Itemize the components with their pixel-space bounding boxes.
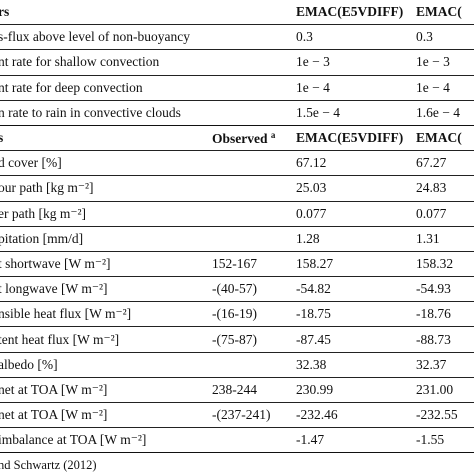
results-header-cell: EMAC( [408,124,474,151]
table-cell [204,351,288,378]
table-row: nt rate for shallow convection 1e − 3 1e… [0,49,474,76]
table-cell: n rate to rain in convective clouds [0,99,204,126]
table-cell: 25.03 [288,175,408,201]
table-cell: -54.82 [288,276,408,302]
table-cell: 0.3 [288,24,408,50]
table-cell: t shortwave [W m⁻²] [0,250,204,277]
table-cell: -232.55 [408,401,474,428]
table-cell: 1.6e − 4 [408,99,474,126]
data-table: rs EMAC(E5VDIFF) EMAC( s-flux above leve… [0,0,474,454]
table-row: t shortwave [W m⁻²] 152-167 158.27 158.3… [0,250,474,277]
table-cell: 230.99 [288,376,408,403]
table-cell [204,427,288,454]
footnote-marker: a [270,129,276,140]
table-cell: nt rate for shallow convection [0,49,204,76]
table-cell [204,150,288,176]
table-cell: 0.077 [408,200,474,227]
table-cell: 231.00 [408,376,474,403]
table-cell: 32.37 [408,351,474,378]
table-row: albedo [%] 32.38 32.37 [0,351,474,378]
table-row: our path [kg m⁻²] 25.03 24.83 [0,175,474,201]
params-header-cell: rs [0,4,10,20]
table-cell: pitation [mm/d] [0,225,204,252]
table-cell: s-flux above level of non-buoyancy [0,24,204,50]
table-row: pitation [mm/d] 1.28 1.31 [0,225,474,252]
table-cell: tent heat flux [W m⁻²] [0,326,204,353]
table-cell: -232.46 [288,401,408,428]
results-header-observed: Observed a [204,124,288,151]
params-header-cell: EMAC( [416,4,462,20]
table-row: n rate to rain in convective clouds 1.5e… [0,99,474,126]
footnote: nd Schwartz (2012) [0,458,97,472]
table-cell: imbalance at TOA [W m⁻²] [0,427,204,454]
table-row: t longwave [W m⁻²] -(40-57) -54.82 -54.9… [0,276,474,302]
table-cell: 1.28 [288,225,408,252]
table-cell [204,175,288,201]
table-cell: -(237-241) [204,401,288,428]
table-cell [204,74,288,101]
table-row: s-flux above level of non-buoyancy 0.3 0… [0,24,474,50]
params-header-cell [204,0,288,25]
table-cell [204,99,288,126]
table-cell: albedo [%] [0,351,204,378]
table-row: nsible heat flux [W m⁻²] -(16-19) -18.75… [0,301,474,327]
table-row: net at TOA [W m⁻²] 238-244 230.99 231.00 [0,376,474,403]
table-cell: -1.55 [408,427,474,454]
table-row: nt rate for deep convection 1e − 4 1e − … [0,74,474,101]
table-row: d cover [%] 67.12 67.27 [0,150,474,176]
table-cell: -(75-87) [204,326,288,353]
table-row: net at TOA [W m⁻²] -(237-241) -232.46 -2… [0,401,474,428]
table-cell: 0.077 [288,200,408,227]
table-cell: 24.83 [408,175,474,201]
table-cell: er path [kg m⁻²] [0,200,204,227]
observed-label: Observed [212,130,268,146]
table-cell: nsible heat flux [W m⁻²] [0,301,204,327]
table-cell: net at TOA [W m⁻²] [0,401,204,428]
table-cell: 1e − 4 [288,74,408,101]
table-cell: 1.31 [408,225,474,252]
table-cell [204,225,288,252]
table-cell: -(16-19) [204,301,288,327]
table-cell: 0.3 [408,24,474,50]
table-cell: 1e − 4 [408,74,474,101]
params-header-row: rs EMAC(E5VDIFF) EMAC( [0,0,474,25]
table-cell: -18.76 [408,301,474,327]
table-cell: 152-167 [204,250,288,277]
table-row: tent heat flux [W m⁻²] -(75-87) -87.45 -… [0,326,474,353]
table-cell: -88.73 [408,326,474,353]
table-cell: -87.45 [288,326,408,353]
table-cell: t longwave [W m⁻²] [0,276,204,302]
table-cell: 67.12 [288,150,408,176]
params-header-cell: EMAC(E5VDIFF) [296,4,404,20]
table-cell: nt rate for deep convection [0,74,204,101]
results-header-cell: s [0,124,204,151]
table-cell: 1.5e − 4 [288,99,408,126]
table-cell: -18.75 [288,301,408,327]
table-cell: 67.27 [408,150,474,176]
table-cell: -(40-57) [204,276,288,302]
table-cell: net at TOA [W m⁻²] [0,376,204,403]
results-header-cell: EMAC(E5VDIFF) [288,124,408,151]
table-cell: d cover [%] [0,150,204,176]
table-row: er path [kg m⁻²] 0.077 0.077 [0,200,474,227]
table-cell: -1.47 [288,427,408,454]
table-cell: 1e − 3 [288,49,408,76]
table-cell: 32.38 [288,351,408,378]
table-cell: -54.93 [408,276,474,302]
table-wrapper: rs EMAC(E5VDIFF) EMAC( s-flux above leve… [0,0,474,454]
table-cell: 1e − 3 [408,49,474,76]
table-row: imbalance at TOA [W m⁻²] -1.47 -1.55 [0,427,474,454]
table-cell: 158.27 [288,250,408,277]
table-cell [204,24,288,50]
results-header-row: s Observed a EMAC(E5VDIFF) EMAC( [0,124,474,151]
table-cell: 158.32 [408,250,474,277]
table-cell: 238-244 [204,376,288,403]
table-cell: our path [kg m⁻²] [0,175,204,201]
table-cell [204,200,288,227]
table-cell [204,49,288,76]
